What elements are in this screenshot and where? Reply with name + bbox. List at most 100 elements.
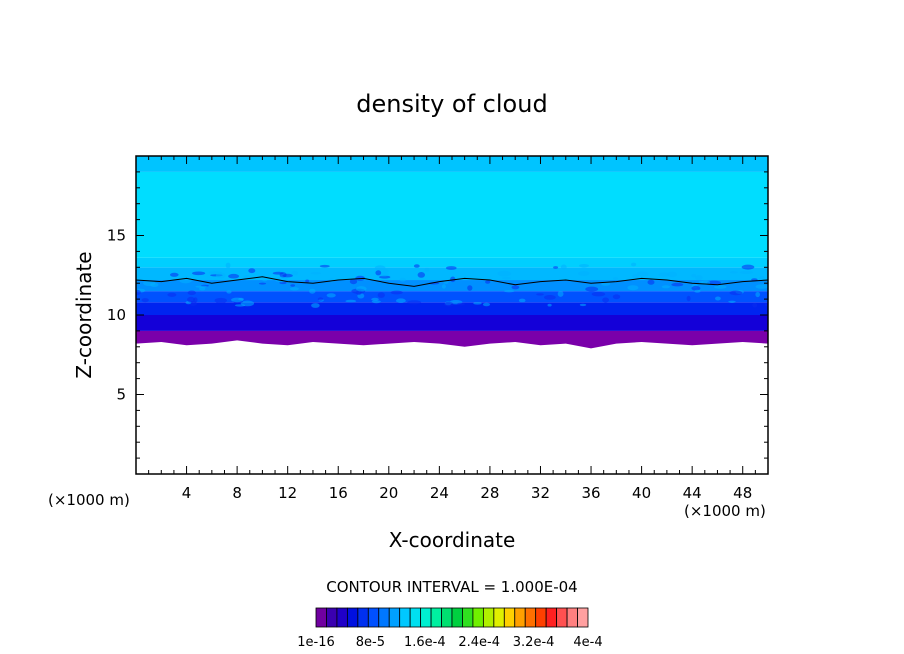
cloud-layer xyxy=(136,315,768,331)
texture-mark xyxy=(503,290,515,293)
colorbar-swatch xyxy=(336,607,348,628)
texture-mark xyxy=(290,284,296,287)
texture-mark xyxy=(612,294,621,300)
texture-mark xyxy=(752,302,758,308)
colorbar-labels: 1e-16 8e-5 1.6e-4 2.4e-4 3.2e-4 4e-4 xyxy=(297,635,602,650)
colorbar-swatch xyxy=(577,607,589,628)
texture-mark xyxy=(518,298,526,303)
texture-mark xyxy=(199,286,206,291)
texture-mark xyxy=(741,264,755,270)
texture-mark xyxy=(560,264,567,270)
x-tick-label: 8 xyxy=(232,484,242,502)
colorbar-swatch xyxy=(346,607,359,628)
texture-mark xyxy=(443,280,449,284)
texture-mark xyxy=(319,264,330,268)
texture-mark xyxy=(371,297,379,301)
texture-mark xyxy=(248,268,256,274)
colorbar-swatch xyxy=(367,607,380,628)
texture-mark xyxy=(691,285,701,291)
texture-mark xyxy=(167,292,177,297)
texture-mark xyxy=(755,284,768,289)
colorbar-label: 1e-16 xyxy=(297,635,335,650)
texture-mark xyxy=(192,271,206,276)
contour-interval: CONTOUR INTERVAL = 1.000E-04 xyxy=(326,578,577,596)
texture-mark xyxy=(150,282,159,287)
colorbar-swatch xyxy=(326,607,338,628)
x-tick-label: 12 xyxy=(278,484,297,502)
texture-mark xyxy=(326,293,336,298)
texture-mark xyxy=(413,264,420,268)
texture-mark xyxy=(136,289,141,296)
texture-mark xyxy=(170,272,179,277)
texture-mark xyxy=(329,277,335,283)
texture-mark xyxy=(553,266,559,269)
texture-mark xyxy=(627,285,639,291)
texture-mark xyxy=(759,275,765,281)
texture-mark xyxy=(691,273,696,278)
texture-mark xyxy=(636,271,649,277)
texture-mark xyxy=(457,302,465,306)
texture-mark xyxy=(231,297,244,303)
texture-mark xyxy=(311,303,320,308)
x-minor-ticks xyxy=(148,156,756,474)
texture-mark xyxy=(658,272,670,277)
y-minor-ticks xyxy=(136,171,768,459)
cloud-layer xyxy=(136,156,768,172)
colorbar-swatch xyxy=(388,607,401,628)
colorbar-swatch xyxy=(566,607,578,628)
texture-mark xyxy=(450,276,456,283)
texture-mark xyxy=(631,262,637,267)
texture-mark xyxy=(225,262,231,268)
colorbar-swatch xyxy=(315,607,327,628)
colorbar-swatch xyxy=(556,607,568,628)
colorbar-swatch xyxy=(441,607,453,628)
texture-mark xyxy=(497,270,512,277)
texture-mark xyxy=(317,297,324,301)
y-tick-label: 5 xyxy=(116,386,126,404)
texture-mark xyxy=(291,271,299,276)
colorbar-label: 8e-5 xyxy=(356,635,385,650)
colorbar-swatch xyxy=(545,607,558,628)
colorbar-label: 4e-4 xyxy=(573,635,602,650)
colorbar-swatch xyxy=(378,607,390,628)
texture-mark xyxy=(695,275,703,281)
texture-mark xyxy=(375,270,382,276)
texture-mark xyxy=(445,266,457,270)
chart-title: density of cloud xyxy=(356,90,547,118)
colorbar-swatch xyxy=(462,607,474,628)
texture-mark xyxy=(371,300,381,304)
texture-mark xyxy=(193,297,198,303)
y-tick-label: 10 xyxy=(107,306,126,324)
texture-mark xyxy=(632,274,639,279)
texture-mark xyxy=(349,278,358,285)
texture-mark xyxy=(399,277,407,282)
texture-mark xyxy=(647,279,655,285)
texture-mark xyxy=(390,290,403,295)
y-tick-labels: 5 10 15 xyxy=(107,227,126,404)
colorbar-swatch xyxy=(503,607,516,628)
texture-mark xyxy=(258,282,267,285)
texture-mark xyxy=(374,265,386,271)
texture-mark xyxy=(714,285,727,289)
x-tick-label: 44 xyxy=(683,484,702,502)
texture-mark xyxy=(187,296,195,303)
cloud-layer xyxy=(136,257,768,268)
texture-mark xyxy=(309,288,316,294)
texture-mark xyxy=(424,267,430,272)
texture-mark xyxy=(215,272,226,279)
colorbar-label: 3.2e-4 xyxy=(513,635,555,650)
texture-mark xyxy=(282,273,293,278)
texture-mark xyxy=(544,295,556,300)
colorbar-swatch xyxy=(430,607,442,628)
texture-mark xyxy=(579,264,589,268)
cloud-layer xyxy=(136,267,768,281)
cloud-layer xyxy=(136,280,768,292)
colorbar-label: 2.4e-4 xyxy=(458,635,500,650)
cloud-layer xyxy=(136,302,768,315)
colorbar-swatch xyxy=(399,607,411,628)
x-tick-label: 16 xyxy=(329,484,348,502)
texture-mark xyxy=(715,296,721,301)
texture-mark xyxy=(473,302,482,305)
texture-mark xyxy=(379,275,391,279)
